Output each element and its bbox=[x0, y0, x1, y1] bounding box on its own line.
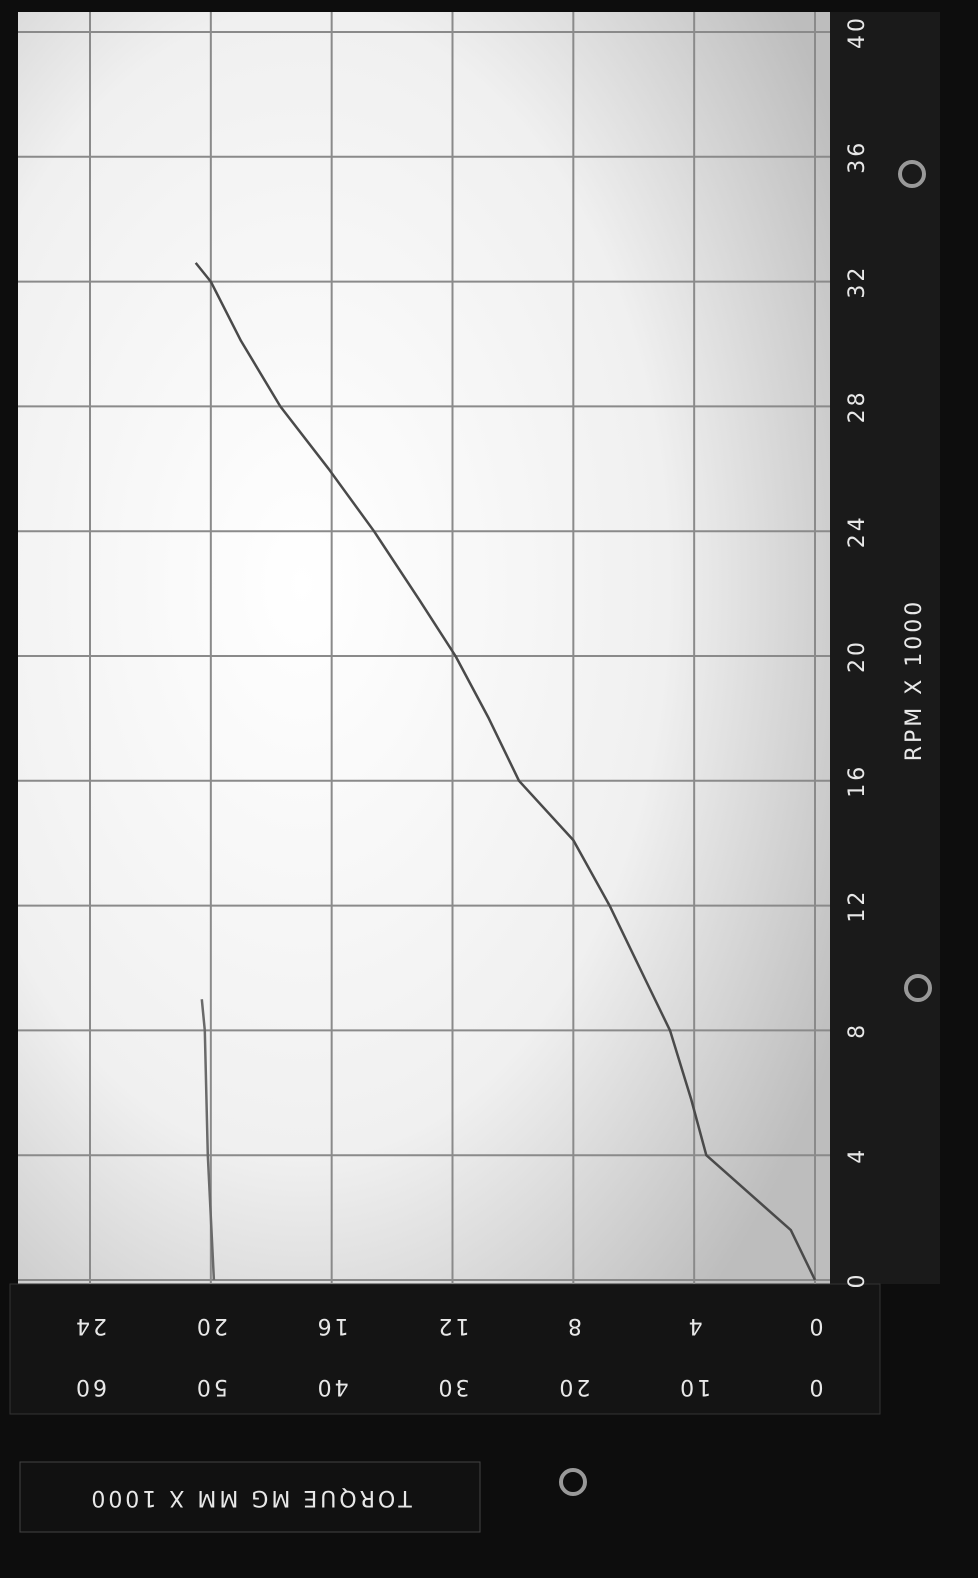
y-tick-label: 16 bbox=[315, 1313, 349, 1338]
x-axis-label: RPM X 1000 bbox=[902, 599, 927, 762]
y-tick-label: 24 bbox=[73, 1313, 107, 1338]
x-tick-label: 8 bbox=[845, 1022, 870, 1039]
y2-tick-label: 30 bbox=[436, 1374, 470, 1399]
x-tick-label: 20 bbox=[845, 639, 870, 673]
y-tick-label: 12 bbox=[436, 1313, 470, 1338]
plot-area bbox=[18, 12, 830, 1284]
page: RPM X 1000 TORQUE MG MM X 1000 0 4 8 12 16 20… bbox=[0, 0, 978, 1578]
y-axis-label: TORQUE MG MM X 1000 bbox=[88, 1485, 412, 1510]
y2-tick-label: 10 bbox=[677, 1374, 711, 1399]
y2-tick-label: 50 bbox=[194, 1374, 228, 1399]
y2-tick-label: 40 bbox=[315, 1374, 349, 1399]
x-tick-label: 24 bbox=[845, 514, 870, 548]
y-tick-label: 20 bbox=[194, 1313, 228, 1338]
x-tick-label: 40 bbox=[845, 15, 870, 49]
x-tick-label: 16 bbox=[845, 764, 870, 798]
x-tick-label: 4 bbox=[845, 1147, 870, 1164]
y-tick-label: 8 bbox=[565, 1313, 582, 1338]
y2-tick-label: 0 bbox=[807, 1374, 824, 1399]
x-tick-label: 0 bbox=[845, 1272, 870, 1289]
x-tick-label: 36 bbox=[845, 140, 870, 174]
y-tick-label: 0 bbox=[807, 1313, 824, 1338]
y-tick-label: 4 bbox=[686, 1313, 703, 1338]
x-tick-label: 12 bbox=[845, 889, 870, 923]
chart: RPM X 1000 TORQUE MG MM X 1000 0 4 8 12 16 20… bbox=[0, 0, 978, 1578]
y2-tick-label: 20 bbox=[556, 1374, 590, 1399]
x-tick-label: 28 bbox=[845, 389, 870, 423]
y2-tick-label: 60 bbox=[73, 1374, 107, 1399]
x-tick-label: 32 bbox=[845, 265, 870, 299]
